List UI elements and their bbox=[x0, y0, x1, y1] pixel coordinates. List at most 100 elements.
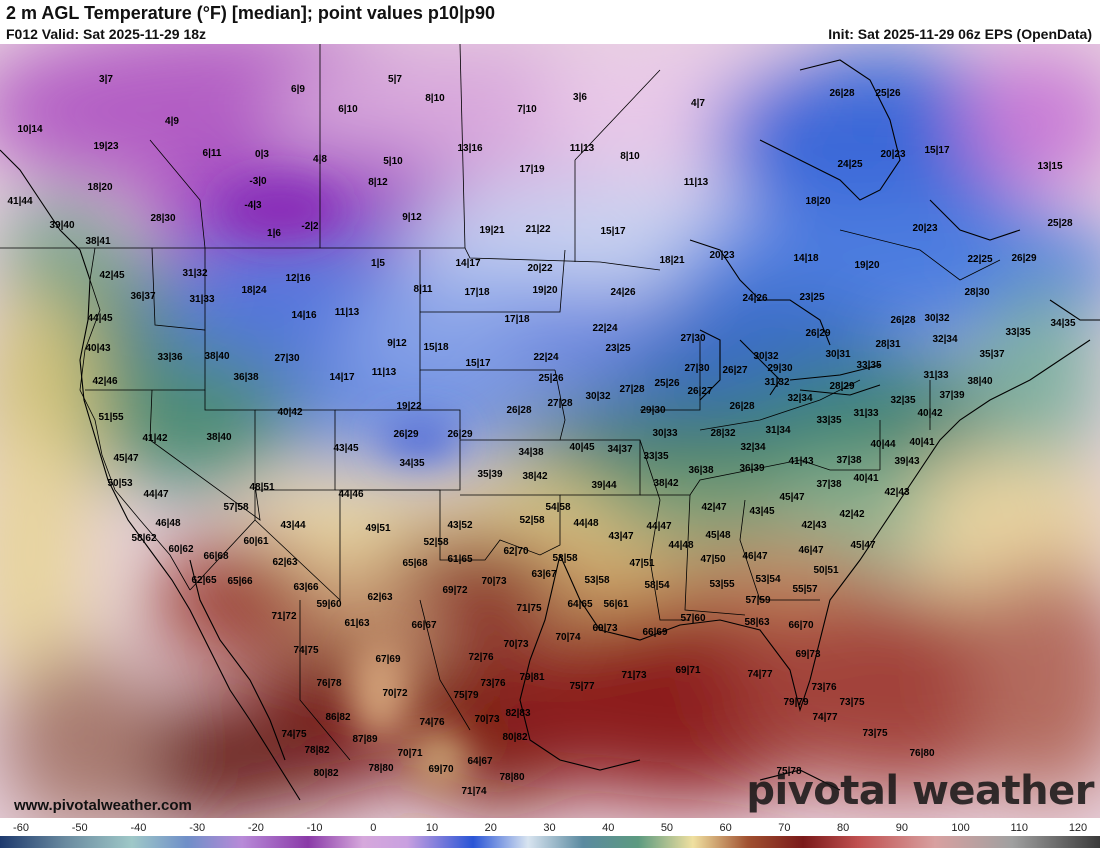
point-value: 61|63 bbox=[344, 618, 369, 629]
point-value: 59|60 bbox=[316, 599, 341, 610]
point-value: 66|69 bbox=[642, 627, 667, 638]
point-value: 27|28 bbox=[547, 398, 572, 409]
point-value: 45|47 bbox=[779, 492, 804, 503]
point-value: 28|32 bbox=[710, 428, 735, 439]
point-value: 8|10 bbox=[425, 93, 445, 104]
point-value: 20|22 bbox=[527, 263, 552, 274]
point-value: 30|33 bbox=[652, 428, 677, 439]
point-value: 13|16 bbox=[457, 143, 482, 154]
point-value: 35|39 bbox=[477, 469, 502, 480]
scale-tick-label: 40 bbox=[602, 822, 614, 834]
map-canvas: 3|7 6|9 5|7 8|10 6|10 7|10 3|6 4|7 26|28 25|26 10|… bbox=[0, 44, 1100, 818]
point-value: 37|38 bbox=[836, 455, 861, 466]
point-value: 44|46 bbox=[338, 489, 363, 500]
point-value: 26|29 bbox=[805, 328, 830, 339]
point-value: 45|47 bbox=[113, 453, 138, 464]
point-value: 40|42 bbox=[277, 407, 302, 418]
point-value: 80|82 bbox=[502, 732, 527, 743]
valid-time: F012 Valid: Sat 2025-11-29 18z bbox=[6, 26, 207, 42]
point-value: 46|47 bbox=[742, 551, 767, 562]
point-value: 69|72 bbox=[442, 585, 467, 596]
point-value: 24|26 bbox=[610, 287, 635, 298]
point-value: -3|0 bbox=[249, 176, 267, 187]
point-value: 74|76 bbox=[419, 717, 444, 728]
point-value: 26|28 bbox=[729, 401, 754, 412]
point-value: 31|32 bbox=[764, 377, 789, 388]
point-value: 32|34 bbox=[932, 334, 957, 345]
point-value: 30|31 bbox=[825, 349, 850, 360]
point-value: 69|73 bbox=[592, 623, 617, 634]
point-value: 57|58 bbox=[223, 502, 248, 513]
point-value: 31|33 bbox=[923, 370, 948, 381]
scale-tick-label: -30 bbox=[189, 822, 205, 834]
point-value: 27|30 bbox=[680, 333, 705, 344]
point-value: 14|18 bbox=[793, 253, 818, 264]
point-value: 15|17 bbox=[600, 226, 625, 237]
point-value: 82|83 bbox=[505, 708, 530, 719]
point-value: 55|57 bbox=[792, 584, 817, 595]
point-value: 45|47 bbox=[850, 540, 875, 551]
point-value: 61|65 bbox=[447, 554, 472, 565]
point-value: 14|17 bbox=[455, 258, 480, 269]
point-value: 56|61 bbox=[603, 599, 628, 610]
site-url: www.pivotalweather.com bbox=[14, 797, 192, 814]
point-value: 58|62 bbox=[131, 533, 156, 544]
scale-tick-label: 100 bbox=[951, 822, 969, 834]
scale-tick-label: 70 bbox=[778, 822, 790, 834]
point-value: 37|39 bbox=[939, 390, 964, 401]
point-value: 28|30 bbox=[150, 213, 175, 224]
point-value: 51|55 bbox=[98, 412, 123, 423]
point-value: 46|48 bbox=[155, 518, 180, 529]
point-value: 33|35 bbox=[816, 415, 841, 426]
point-value: 26|29 bbox=[447, 429, 472, 440]
scale-tick-label: 30 bbox=[543, 822, 555, 834]
scale-tick-label: 0 bbox=[370, 822, 376, 834]
point-value: 47|51 bbox=[629, 558, 654, 569]
point-value: 24|26 bbox=[742, 293, 767, 304]
point-value: 69|73 bbox=[795, 649, 820, 660]
point-value: 6|11 bbox=[203, 148, 222, 159]
point-value: 50|53 bbox=[107, 478, 132, 489]
point-value: 27|28 bbox=[619, 384, 644, 395]
point-value: 38|41 bbox=[85, 236, 110, 247]
point-value: 10|14 bbox=[17, 124, 42, 135]
point-value: 66|68 bbox=[203, 551, 228, 562]
point-value: 19|20 bbox=[854, 260, 879, 271]
point-value: 41|43 bbox=[788, 456, 813, 467]
point-value: 38|42 bbox=[522, 471, 547, 482]
point-value: 60|61 bbox=[243, 536, 268, 547]
scale-tick-label: 60 bbox=[720, 822, 732, 834]
point-value: 53|58 bbox=[584, 575, 609, 586]
scale-tick-label: -40 bbox=[130, 822, 146, 834]
scale-tick-label: 20 bbox=[485, 822, 497, 834]
point-value: 20|23 bbox=[880, 149, 905, 160]
point-value-layer: 3|7 6|9 5|7 8|10 6|10 7|10 3|6 4|7 26|28 25|26 10|… bbox=[7, 74, 1075, 797]
map-title: 2 m AGL Temperature (°F) [median]; point… bbox=[6, 3, 495, 23]
point-value: 45|48 bbox=[705, 530, 730, 541]
point-value: 21|22 bbox=[525, 224, 550, 235]
scale-tick-label: 90 bbox=[896, 822, 908, 834]
point-value: 41|42 bbox=[142, 433, 167, 444]
point-value: 33|35 bbox=[643, 451, 668, 462]
point-value: 38|42 bbox=[653, 478, 678, 489]
point-value: 25|26 bbox=[654, 378, 679, 389]
point-value: 44|45 bbox=[87, 313, 112, 324]
point-value: 72|76 bbox=[468, 652, 493, 663]
scale-ticks: -60 -50 -40 -30 -20 -10 0 10 20 30 40 50 60 70 80 90 100… bbox=[13, 822, 1087, 834]
point-value: 86|82 bbox=[325, 712, 350, 723]
point-value: 8|10 bbox=[620, 151, 640, 162]
point-value: 8|12 bbox=[368, 177, 388, 188]
point-value: 28|31 bbox=[875, 339, 900, 350]
point-value: 3|7 bbox=[99, 74, 113, 85]
point-value: 76|78 bbox=[316, 678, 341, 689]
point-value: 25|28 bbox=[1047, 218, 1072, 229]
point-value: 12|16 bbox=[285, 273, 310, 284]
point-value: 79|79 bbox=[783, 697, 808, 708]
point-value: 75|79 bbox=[453, 690, 478, 701]
point-value: 71|75 bbox=[516, 603, 541, 614]
point-value: 74|75 bbox=[293, 645, 318, 656]
color-scale: -60 -50 -40 -30 -20 -10 0 10 20 30 40 50 60 70 80 90 100… bbox=[0, 818, 1100, 850]
temperature-map: 3|7 6|9 5|7 8|10 6|10 7|10 3|6 4|7 26|28 25|26 10|… bbox=[0, 44, 1100, 818]
point-value: 64|65 bbox=[567, 599, 592, 610]
point-value: 74|77 bbox=[812, 712, 837, 723]
